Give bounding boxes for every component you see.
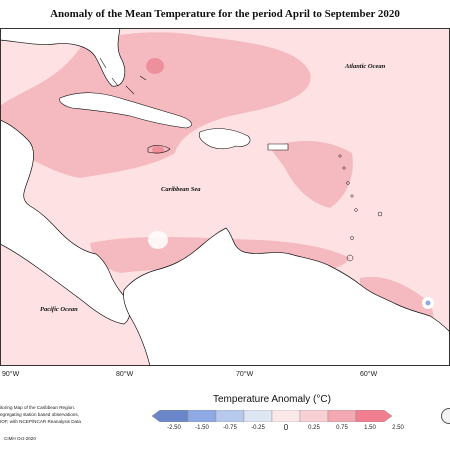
map-canvas	[0, 28, 450, 366]
island-dot-2	[342, 166, 346, 170]
credit-line-3: IOF, with NCEP/NCAR Reanalysis Data	[0, 419, 81, 424]
legend-colorbar	[152, 410, 392, 422]
legend-tick-label: 1.50	[364, 425, 376, 431]
anomaly-region-medium-east	[270, 140, 353, 208]
agency-logo	[441, 408, 450, 424]
land-central-america	[0, 119, 131, 325]
near-zero-patch-coast	[148, 231, 168, 249]
legend-swatch	[327, 410, 357, 422]
longitude-label-60w: 60°W	[360, 371, 378, 378]
island-trinidad	[346, 254, 354, 262]
legend-tick-label: 0.75	[336, 425, 348, 431]
legend-swatch	[187, 410, 217, 422]
longitude-label-80w: 80°W	[116, 371, 134, 378]
longitude-label-70w: 70°W	[236, 371, 254, 378]
legend-title: Temperature Anomaly (°C)	[213, 394, 331, 405]
map-area: Atlantic Ocean Caribbean Sea Pacific Oce…	[0, 28, 450, 366]
legend-tick-label: -1.50	[195, 425, 209, 431]
legend-swatch	[355, 410, 392, 422]
credit-line-2: egregating station based observations,	[0, 412, 79, 417]
island-dot-1	[338, 154, 342, 158]
land-hispaniola	[198, 128, 251, 150]
anomaly-spot-jamaica	[152, 146, 164, 154]
longitude-label-90w: 90°W	[2, 371, 20, 378]
credit-line-1: itoring Map of the Caribbean Region.	[0, 405, 76, 410]
legend-swatch	[215, 410, 245, 422]
land-cuba	[59, 92, 192, 129]
island-dot-5	[354, 208, 358, 212]
legend-tick-label: -2.50	[167, 425, 181, 431]
legend-tick-label: 0	[283, 423, 289, 432]
copyright-text: CIMH Oct-2020	[4, 436, 36, 441]
bahamas-islands	[99, 57, 147, 95]
anomaly-spot-bahamas	[146, 58, 164, 74]
land-north-america	[0, 28, 126, 87]
legend-swatch	[299, 410, 329, 422]
island-dot-4	[350, 194, 354, 198]
legend-tick-label: -0.25	[251, 425, 265, 431]
cool-patch-suriname	[425, 300, 431, 306]
label-pacific-ocean: Pacific Ocean	[40, 306, 78, 313]
map-title: Anomaly of the Mean Temperature for the …	[50, 8, 400, 20]
legend-tick-label: 0.25	[308, 425, 320, 431]
land-south-america	[123, 227, 450, 366]
label-caribbean-sea: Caribbean Sea	[161, 186, 201, 193]
island-dot-3	[346, 181, 350, 185]
legend-tick-label: 2.50	[392, 425, 404, 431]
legend-tick-label: -0.75	[223, 425, 237, 431]
legend-swatch	[243, 410, 273, 422]
legend-swatch	[271, 410, 301, 422]
island-dot-6	[350, 236, 354, 240]
island-barbados	[377, 211, 383, 217]
anomaly-region-medium-north	[0, 32, 311, 178]
label-atlantic-ocean: Atlantic Ocean	[345, 63, 386, 70]
land-puerto-rico	[267, 143, 289, 151]
land-jamaica	[147, 145, 171, 154]
legend-swatch	[152, 410, 189, 422]
